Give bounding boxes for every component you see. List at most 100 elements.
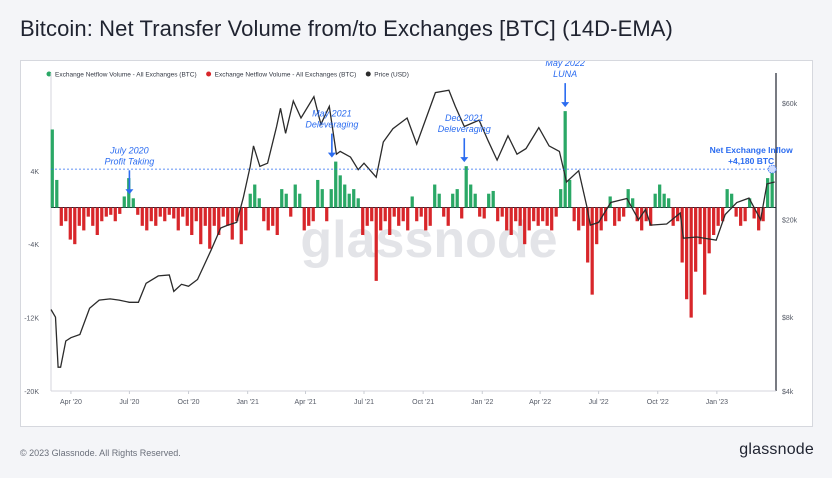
annotation-arrow-head [561, 102, 570, 108]
annotation-label: Deleveraging [438, 124, 491, 134]
legend-label: Exchange Netflow Volume - All Exchanges … [55, 72, 197, 79]
outflow-bar [118, 207, 122, 214]
outflow-bar [217, 207, 221, 235]
outflow-bar [212, 207, 216, 226]
inflow-bar [491, 190, 495, 208]
inflow-bar [455, 189, 459, 208]
y2-tick-label: $20k [782, 218, 798, 225]
outflow-bar [307, 207, 311, 226]
outflow-bar [712, 207, 716, 235]
outflow-bar [167, 207, 171, 215]
outflow-bar [289, 207, 293, 217]
outflow-bar [707, 207, 711, 254]
legend-swatch [46, 71, 52, 77]
x-tick-label: Jul '20 [119, 399, 139, 406]
outflow-bar [221, 207, 225, 217]
y2-tick-label: $8k [782, 315, 794, 322]
outflow-bar [86, 207, 90, 217]
x-tick-label: Apr '20 [60, 399, 82, 406]
outflow-bar [739, 207, 743, 226]
outflow-bar [541, 207, 545, 222]
chart-title: Bitcoin: Net Transfer Volume from/to Exc… [20, 16, 673, 41]
outflow-bar [203, 207, 207, 226]
outflow-bar [514, 207, 518, 222]
outflow-bar [365, 207, 369, 226]
outflow-bar [401, 207, 405, 222]
outflow-bar [275, 207, 279, 235]
inflow-bar [608, 196, 612, 208]
netflow-bars [50, 111, 774, 318]
inflow-bar [356, 198, 360, 208]
outflow-bar [397, 207, 401, 226]
outflow-bar [577, 207, 581, 231]
inflow-bar [626, 189, 630, 208]
inflow-bar [338, 175, 342, 208]
outflow-bar [527, 207, 531, 231]
outflow-bar [532, 207, 536, 222]
inflow-bar [316, 179, 320, 208]
legend: Exchange Netflow Volume - All Exchanges … [46, 71, 409, 79]
legend-swatch [206, 71, 212, 77]
outflow-bar [190, 207, 194, 235]
outflow-bar [244, 207, 248, 231]
callout-label: +4,180 BTC [728, 156, 774, 166]
outflow-bar [64, 207, 68, 222]
netflow-chart: Exchange Netflow Volume - All Exchanges … [24, 58, 798, 406]
inflow-bar [293, 184, 297, 208]
inflow-bar [280, 189, 284, 208]
outflow-bar [442, 207, 446, 217]
outflow-bar [109, 207, 113, 215]
outflow-bar [208, 207, 212, 249]
outflow-bar [617, 207, 621, 222]
outflow-bar [82, 207, 86, 231]
inflow-bar [662, 193, 666, 208]
annotation-label: Deleveraging [305, 120, 358, 130]
y2-tick-label: $60k [782, 101, 798, 108]
outflow-bar [505, 207, 509, 231]
outflow-bar [172, 207, 176, 219]
outflow-bar [635, 207, 639, 222]
inflow-bar [352, 189, 356, 208]
inflow-bar [248, 193, 252, 208]
outflow-bar [136, 207, 140, 215]
inflow-bar [725, 189, 729, 208]
outflow-bar [536, 207, 540, 226]
outflow-bar [388, 207, 392, 235]
legend-label: Exchange Netflow Volume - All Exchanges … [215, 72, 357, 79]
outflow-bar [226, 207, 230, 226]
outflow-bar [181, 207, 185, 217]
inflow-bar [748, 198, 752, 208]
annotation-label: May 2021 [312, 109, 352, 119]
legend-swatch [365, 71, 371, 77]
outflow-bar [640, 207, 644, 231]
outflow-bar [595, 207, 599, 245]
outflow-bar [235, 207, 239, 222]
x-tick-label: Apr '21 [295, 399, 317, 406]
outflow-bar [743, 207, 747, 222]
outflow-bar [266, 207, 270, 231]
outflow-bar [419, 207, 423, 217]
outflow-bar [721, 207, 725, 222]
outflow-bar [613, 207, 617, 226]
inflow-bar [50, 129, 54, 208]
outflow-bar [482, 207, 486, 219]
inflow-bar [451, 193, 455, 208]
outflow-bar [406, 207, 410, 231]
callout-label: Net Exchange Inflow [710, 145, 794, 155]
inflow-bar [568, 179, 572, 208]
outflow-bar [239, 207, 243, 245]
outflow-bar [163, 207, 167, 222]
outflow-bar [757, 207, 761, 231]
outflow-bar [68, 207, 72, 240]
outflow-bar [95, 207, 99, 235]
outflow-bar [523, 207, 527, 245]
x-tick-label: Jan '22 [471, 399, 493, 406]
outflow-bar [680, 207, 684, 263]
outflow-bar [586, 207, 590, 263]
price-series-line [50, 89, 775, 368]
y-tick-label: -20K [24, 389, 39, 396]
outflow-bar [685, 207, 689, 300]
outflow-bar [370, 207, 374, 222]
inflow-bar [433, 184, 437, 208]
inflow-bar [563, 111, 567, 208]
